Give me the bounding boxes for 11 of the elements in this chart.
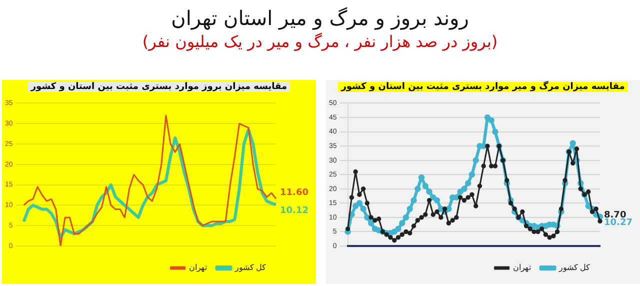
legend-label: تهران xyxy=(188,263,207,272)
text: روند بروز و مرگ و میر استان تهران xyxy=(170,5,470,30)
legend-label: تهران xyxy=(512,263,531,272)
legend-label: کل کشور xyxy=(234,263,266,272)
text: مقایسه میزان مرگ و میر موارد بستری مثبت بین استان و کشور xyxy=(338,82,628,92)
text: (بروز در صد هزار نفر ، مرگ و میر در یک میلیون نفر) xyxy=(141,32,499,51)
legend-label: کل کشور xyxy=(558,263,590,272)
data-label: 10.12 xyxy=(280,206,308,216)
data-label: 10.27 xyxy=(604,218,632,228)
text: مقایسه میزان بروز موارد بستری مثبت بین استان و کشور xyxy=(28,82,290,92)
data-label: 11.60 xyxy=(280,188,308,198)
